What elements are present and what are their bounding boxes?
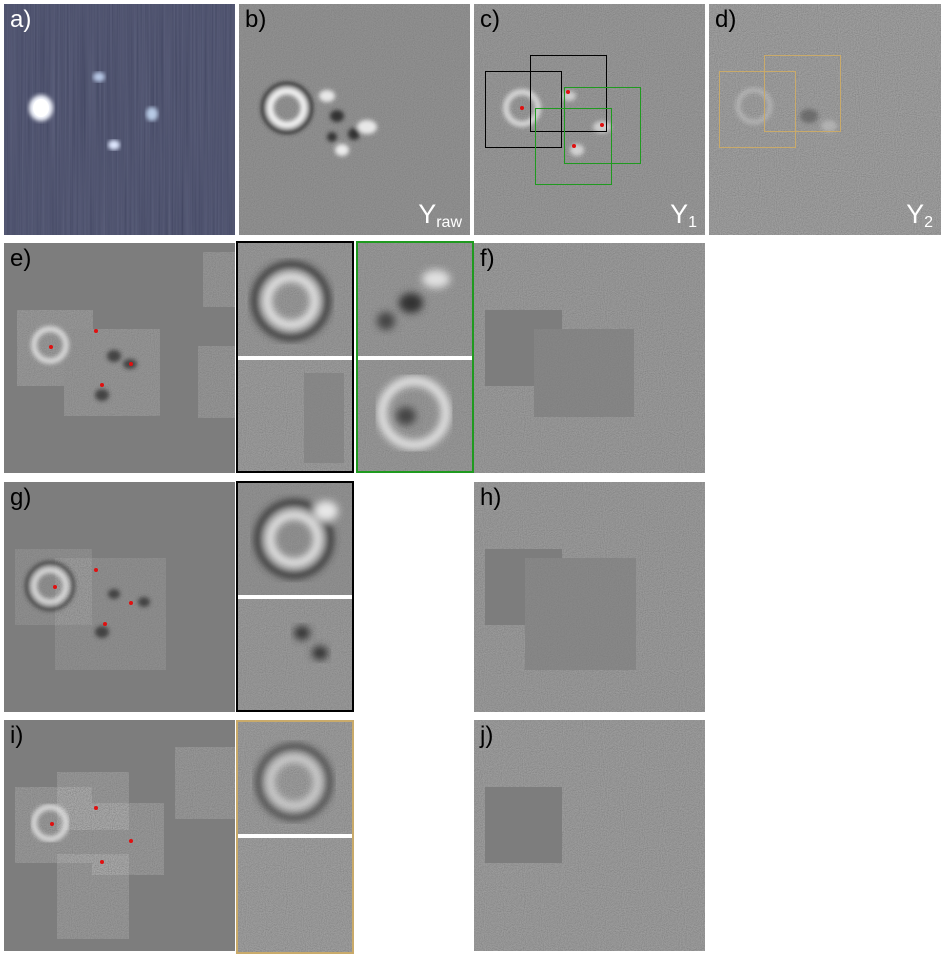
residual-image-f [474,243,705,473]
panel-j: j) [474,720,705,951]
composite-image-g [4,482,235,712]
y-subscript: 2 [924,214,933,231]
residual-image-j [474,720,705,951]
label-y1: Y1 [670,201,697,231]
y-subscript: 1 [688,214,697,231]
panel-label-d: d) [715,6,737,33]
composite-image-i [4,720,235,951]
panel-label-g: g) [10,484,32,511]
marker-dots [50,806,133,864]
residual-image-h [474,482,705,712]
label-y-raw: Yraw [418,201,462,231]
marker-dots [53,568,133,626]
afm-image [4,4,235,235]
crop-stack-green-e [356,241,474,473]
panel-g: g) [4,482,235,712]
y-symbol: Y [670,199,689,229]
marker-dots [520,90,604,148]
panel-d: d) Y2 [709,4,941,235]
y-symbol: Y [906,199,925,229]
panel-a: a) [4,4,235,235]
label-y2: Y2 [906,201,933,231]
panel-label-h: h) [480,484,502,511]
panel-label-j: j) [480,722,494,749]
crop-images-green [358,243,472,471]
panel-f: f) [474,243,705,473]
crop-images-black-g [238,483,352,710]
marker-dots [49,329,133,387]
crop-images-black [238,243,352,471]
panel-b: b) Yraw [239,4,470,235]
panel-label-b: b) [245,6,267,33]
panel-e: e) [4,243,235,473]
panel-label-i: i) [10,722,24,749]
panel-label-f: f) [480,245,495,272]
y-symbol: Y [418,199,437,229]
panel-c: c) Y1 [474,4,705,235]
panel-h: h) [474,482,705,712]
crop-stack-black-g [236,481,354,712]
composite-image-e [4,243,235,473]
crop-stack-black-e [236,241,354,473]
panel-i: i) [4,720,235,951]
panel-label-a: a) [10,6,32,33]
panel-label-c: c) [480,6,500,33]
crop-images-tan [238,722,352,952]
patches [17,252,235,418]
y1-image [474,4,705,235]
crop-stack-tan-i [236,720,354,954]
y-subscript: raw [436,214,462,231]
raw-denoised-image [239,4,470,235]
panel-label-e: e) [10,245,32,272]
y2-image [709,4,941,235]
